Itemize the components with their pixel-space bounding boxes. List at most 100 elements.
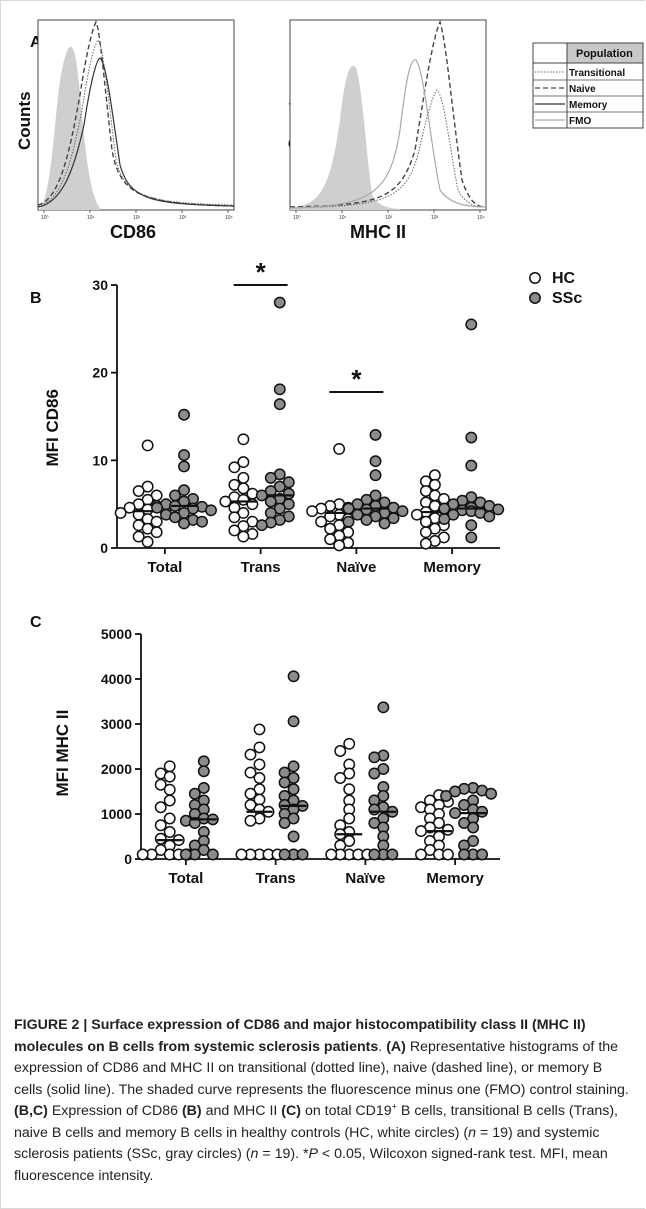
point-ssc	[440, 790, 453, 802]
legend-marker-hc	[529, 272, 541, 284]
point-ssc	[287, 783, 300, 796]
point-hc	[244, 766, 257, 779]
x-tick-label: Total	[169, 870, 204, 887]
point-ssc	[465, 459, 478, 472]
point-hc	[442, 848, 454, 861]
point-ssc	[273, 296, 286, 309]
point-ssc	[396, 505, 409, 518]
point-hc	[437, 492, 450, 505]
y-tick-label: 0	[100, 540, 108, 556]
caption-text-2: Expression of CD86	[47, 1103, 182, 1119]
point-hc	[163, 826, 176, 838]
point-hc	[237, 456, 250, 469]
point-hc	[343, 783, 356, 796]
point-hc	[244, 814, 257, 827]
point-hc	[136, 848, 149, 861]
caption-ref-bc: (B,C)	[14, 1103, 48, 1119]
point-hc	[415, 825, 427, 838]
point-ssc	[179, 848, 192, 861]
y-tick-label: 1000	[101, 806, 132, 822]
y-tick-label: 20	[92, 365, 108, 381]
point-ssc	[476, 848, 489, 861]
point-ssc	[287, 715, 300, 728]
point-hc	[410, 508, 423, 521]
point-ssc	[369, 428, 382, 441]
point-ssc	[264, 506, 277, 519]
y-tick-label: 4000	[101, 671, 132, 687]
point-hc	[334, 772, 347, 784]
point-hc	[343, 737, 356, 750]
point-hc	[253, 723, 266, 736]
legend-label-ssc: SSc	[552, 290, 582, 307]
point-hc	[237, 471, 250, 484]
point-hc	[150, 515, 163, 528]
legend-marker-ssc	[529, 292, 541, 304]
point-hc	[123, 501, 136, 514]
y-tick-label: 10	[92, 452, 108, 468]
legend-entry-memory: Memory	[569, 100, 608, 111]
caption-text-3: and MHC II	[201, 1103, 282, 1119]
point-ssc	[360, 513, 373, 526]
point-ssc	[287, 760, 300, 773]
point-ssc	[278, 848, 291, 861]
point-ssc	[196, 515, 208, 528]
point-ssc	[205, 504, 217, 517]
point-ssc	[342, 515, 355, 528]
point-hc	[244, 748, 257, 761]
point-ssc	[492, 503, 505, 516]
legend-header: Population	[576, 48, 633, 60]
y-axis-label: MFI MHC II	[53, 710, 72, 797]
legend-entry-transitional: Transitional	[569, 68, 625, 79]
point-hc	[333, 442, 346, 455]
point-hc	[253, 741, 266, 754]
point-hc	[154, 819, 167, 832]
caption-title: FIGURE 2 | Surface expression of CD86 an…	[14, 1017, 586, 1055]
point-hc	[253, 772, 266, 784]
caption-text-7: = 19). *	[258, 1146, 309, 1162]
caption-p: P	[308, 1146, 318, 1162]
histogram-cd86-ticks: 10⁰ 10¹ 10² 10³ 10⁴	[41, 210, 233, 221]
y-axis-label: MFI CD86	[43, 389, 62, 466]
point-ssc	[342, 502, 355, 515]
point-ssc	[465, 531, 478, 544]
significance-star: *	[256, 257, 267, 287]
point-hc	[132, 485, 145, 497]
point-hc	[154, 801, 167, 814]
point-hc	[244, 787, 257, 800]
caption-period: .	[378, 1038, 383, 1055]
point-hc	[228, 511, 241, 524]
caption-n1: n	[468, 1124, 477, 1141]
legend-entry-naive: Naive	[569, 84, 596, 95]
point-ssc	[273, 383, 286, 396]
histogram-tick-label: 10¹	[87, 215, 95, 221]
histogram-tick-label: 10²	[385, 215, 393, 221]
x-tick-label: Naïve	[336, 559, 376, 576]
histogram-cd86: Counts 10⁰ 10¹ 10² 10³ 10⁴ CD86	[15, 19, 235, 242]
x-tick-label: Trans	[241, 559, 281, 576]
point-ssc	[178, 408, 190, 421]
point-ssc	[368, 803, 381, 816]
point-ssc	[386, 848, 399, 861]
significance-star: *	[351, 364, 362, 394]
point-hc	[235, 848, 248, 861]
point-ssc	[206, 848, 219, 861]
point-ssc	[483, 510, 496, 523]
histogram-tick-label: 10⁰	[41, 215, 49, 221]
point-ssc	[264, 471, 277, 484]
point-hc	[419, 526, 432, 539]
panel-b-letter: B	[30, 290, 42, 307]
histogram-mhc2-naive-line	[289, 20, 487, 208]
histogram-mhc2-xlabel: MHC II	[350, 222, 406, 242]
panel-c-letter: C	[30, 614, 42, 631]
histogram-mhc2-frame	[289, 19, 487, 211]
point-hc	[419, 537, 432, 550]
point-hc	[141, 535, 154, 548]
point-hc	[253, 758, 266, 771]
histogram-mhc2-memory-line	[289, 59, 487, 209]
point-hc	[442, 823, 454, 836]
chart-c: MFI MHC II 0 1000 2000 3000 4000 5000 Total Tran…	[53, 626, 500, 887]
point-ssc	[169, 511, 181, 524]
point-hc	[228, 524, 241, 537]
point-hc	[315, 515, 328, 528]
